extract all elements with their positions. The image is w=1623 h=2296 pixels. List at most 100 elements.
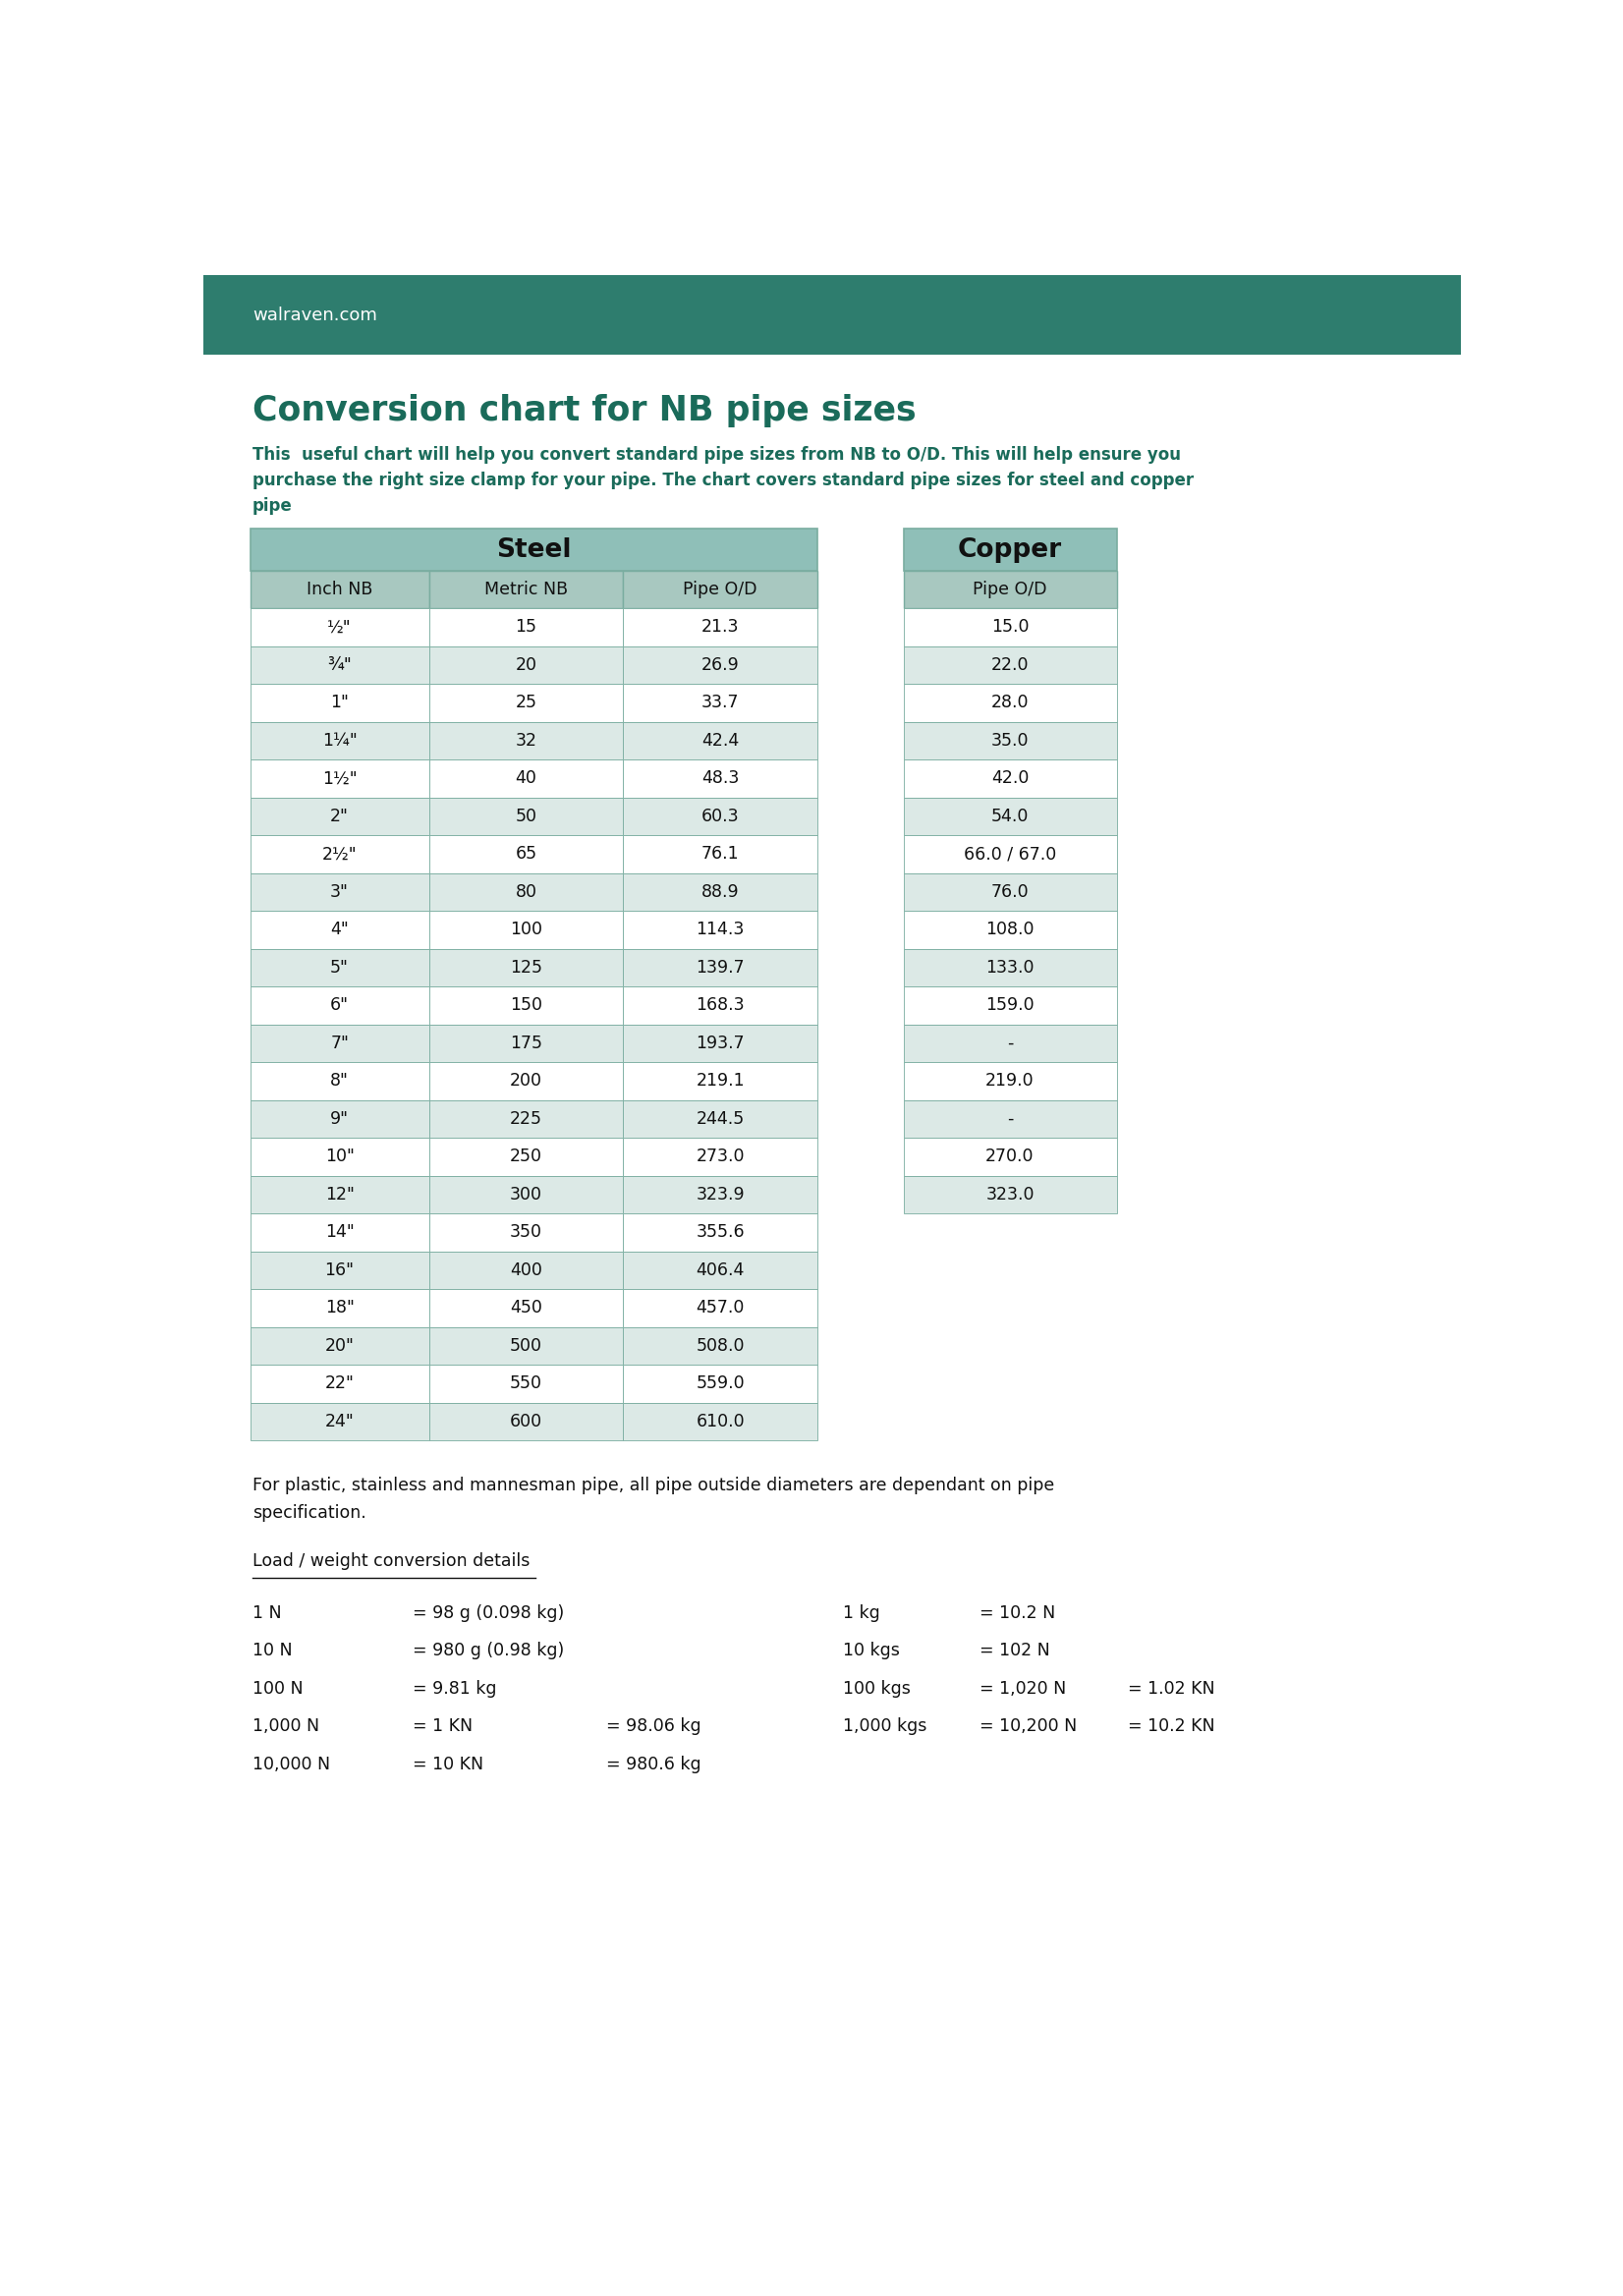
FancyBboxPatch shape	[428, 1364, 623, 1403]
FancyBboxPatch shape	[904, 721, 1117, 760]
FancyBboxPatch shape	[904, 797, 1117, 836]
FancyBboxPatch shape	[623, 721, 818, 760]
Text: 35.0: 35.0	[992, 732, 1029, 748]
Text: 550: 550	[510, 1375, 542, 1394]
FancyBboxPatch shape	[203, 276, 1461, 356]
Text: 323.9: 323.9	[696, 1185, 745, 1203]
Text: 508.0: 508.0	[696, 1336, 745, 1355]
Text: Pipe O/D: Pipe O/D	[972, 581, 1047, 599]
Text: 4": 4"	[331, 921, 349, 939]
FancyBboxPatch shape	[623, 948, 818, 987]
Text: 559.0: 559.0	[696, 1375, 745, 1394]
Text: 273.0: 273.0	[696, 1148, 745, 1166]
Text: 5": 5"	[329, 960, 349, 976]
Text: 219.1: 219.1	[696, 1072, 745, 1091]
FancyBboxPatch shape	[250, 797, 428, 836]
FancyBboxPatch shape	[428, 1024, 623, 1063]
FancyBboxPatch shape	[428, 1100, 623, 1139]
FancyBboxPatch shape	[428, 987, 623, 1024]
FancyBboxPatch shape	[623, 645, 818, 684]
FancyBboxPatch shape	[428, 569, 623, 608]
Text: 350: 350	[510, 1224, 542, 1242]
FancyBboxPatch shape	[623, 608, 818, 645]
FancyBboxPatch shape	[904, 608, 1117, 645]
Text: = 98.06 kg: = 98.06 kg	[607, 1717, 701, 1736]
FancyBboxPatch shape	[623, 760, 818, 797]
FancyBboxPatch shape	[250, 528, 818, 569]
Text: 400: 400	[510, 1261, 542, 1279]
Text: Metric NB: Metric NB	[484, 581, 568, 599]
FancyBboxPatch shape	[623, 684, 818, 721]
FancyBboxPatch shape	[250, 912, 428, 948]
FancyBboxPatch shape	[250, 1403, 428, 1440]
Text: 15: 15	[514, 618, 537, 636]
Text: 150: 150	[510, 996, 542, 1015]
Text: 15.0: 15.0	[992, 618, 1029, 636]
Text: 54.0: 54.0	[992, 808, 1029, 824]
Text: 100: 100	[510, 921, 542, 939]
Text: 270.0: 270.0	[985, 1148, 1034, 1166]
Text: 100 N: 100 N	[252, 1681, 304, 1697]
FancyBboxPatch shape	[623, 569, 818, 608]
Text: -: -	[1006, 1111, 1013, 1127]
Text: 12": 12"	[325, 1185, 354, 1203]
FancyBboxPatch shape	[250, 684, 428, 721]
Text: 22": 22"	[325, 1375, 354, 1394]
FancyBboxPatch shape	[623, 1327, 818, 1364]
Text: 10 N: 10 N	[252, 1642, 292, 1660]
Text: 26.9: 26.9	[701, 657, 740, 675]
Text: 406.4: 406.4	[696, 1261, 745, 1279]
Text: 159.0: 159.0	[985, 996, 1034, 1015]
FancyBboxPatch shape	[428, 1327, 623, 1364]
Text: 125: 125	[510, 960, 542, 976]
Text: 1¼": 1¼"	[321, 732, 357, 748]
Text: = 102 N: = 102 N	[980, 1642, 1050, 1660]
Text: = 9.81 kg: = 9.81 kg	[412, 1681, 497, 1697]
Text: 80: 80	[514, 884, 537, 900]
Text: = 1.02 KN: = 1.02 KN	[1128, 1681, 1216, 1697]
FancyBboxPatch shape	[250, 987, 428, 1024]
FancyBboxPatch shape	[623, 872, 818, 912]
Text: 50: 50	[514, 808, 537, 824]
Text: Pipe O/D: Pipe O/D	[683, 581, 758, 599]
Text: 457.0: 457.0	[696, 1300, 745, 1318]
Text: 300: 300	[510, 1185, 542, 1203]
Text: 25: 25	[514, 693, 537, 712]
Text: 7": 7"	[329, 1035, 349, 1052]
Text: 21.3: 21.3	[701, 618, 738, 636]
Text: 9": 9"	[329, 1111, 349, 1127]
Text: 48.3: 48.3	[701, 769, 738, 788]
Text: = 1 KN: = 1 KN	[412, 1717, 472, 1736]
Text: 22.0: 22.0	[992, 657, 1029, 675]
FancyBboxPatch shape	[428, 1176, 623, 1215]
FancyBboxPatch shape	[250, 760, 428, 797]
Text: 8": 8"	[329, 1072, 349, 1091]
FancyBboxPatch shape	[623, 1176, 818, 1215]
FancyBboxPatch shape	[904, 1063, 1117, 1100]
Text: 1 N: 1 N	[252, 1605, 281, 1621]
FancyBboxPatch shape	[428, 1403, 623, 1440]
FancyBboxPatch shape	[904, 1176, 1117, 1215]
Text: 6": 6"	[329, 996, 349, 1015]
Text: 1": 1"	[329, 693, 349, 712]
FancyBboxPatch shape	[428, 1251, 623, 1290]
Text: 1,000 kgs: 1,000 kgs	[842, 1717, 927, 1736]
FancyBboxPatch shape	[904, 684, 1117, 721]
FancyBboxPatch shape	[250, 872, 428, 912]
FancyBboxPatch shape	[904, 569, 1117, 608]
FancyBboxPatch shape	[623, 1139, 818, 1176]
FancyBboxPatch shape	[428, 872, 623, 912]
FancyBboxPatch shape	[904, 987, 1117, 1024]
Text: Steel: Steel	[497, 537, 571, 563]
FancyBboxPatch shape	[904, 645, 1117, 684]
Text: 10 kgs: 10 kgs	[842, 1642, 899, 1660]
Text: = 10.2 KN: = 10.2 KN	[1128, 1717, 1216, 1736]
FancyBboxPatch shape	[250, 1251, 428, 1290]
FancyBboxPatch shape	[623, 1364, 818, 1403]
FancyBboxPatch shape	[428, 1215, 623, 1251]
FancyBboxPatch shape	[904, 912, 1117, 948]
FancyBboxPatch shape	[250, 1176, 428, 1215]
FancyBboxPatch shape	[250, 645, 428, 684]
Text: 42.4: 42.4	[701, 732, 738, 748]
Text: 2": 2"	[329, 808, 349, 824]
